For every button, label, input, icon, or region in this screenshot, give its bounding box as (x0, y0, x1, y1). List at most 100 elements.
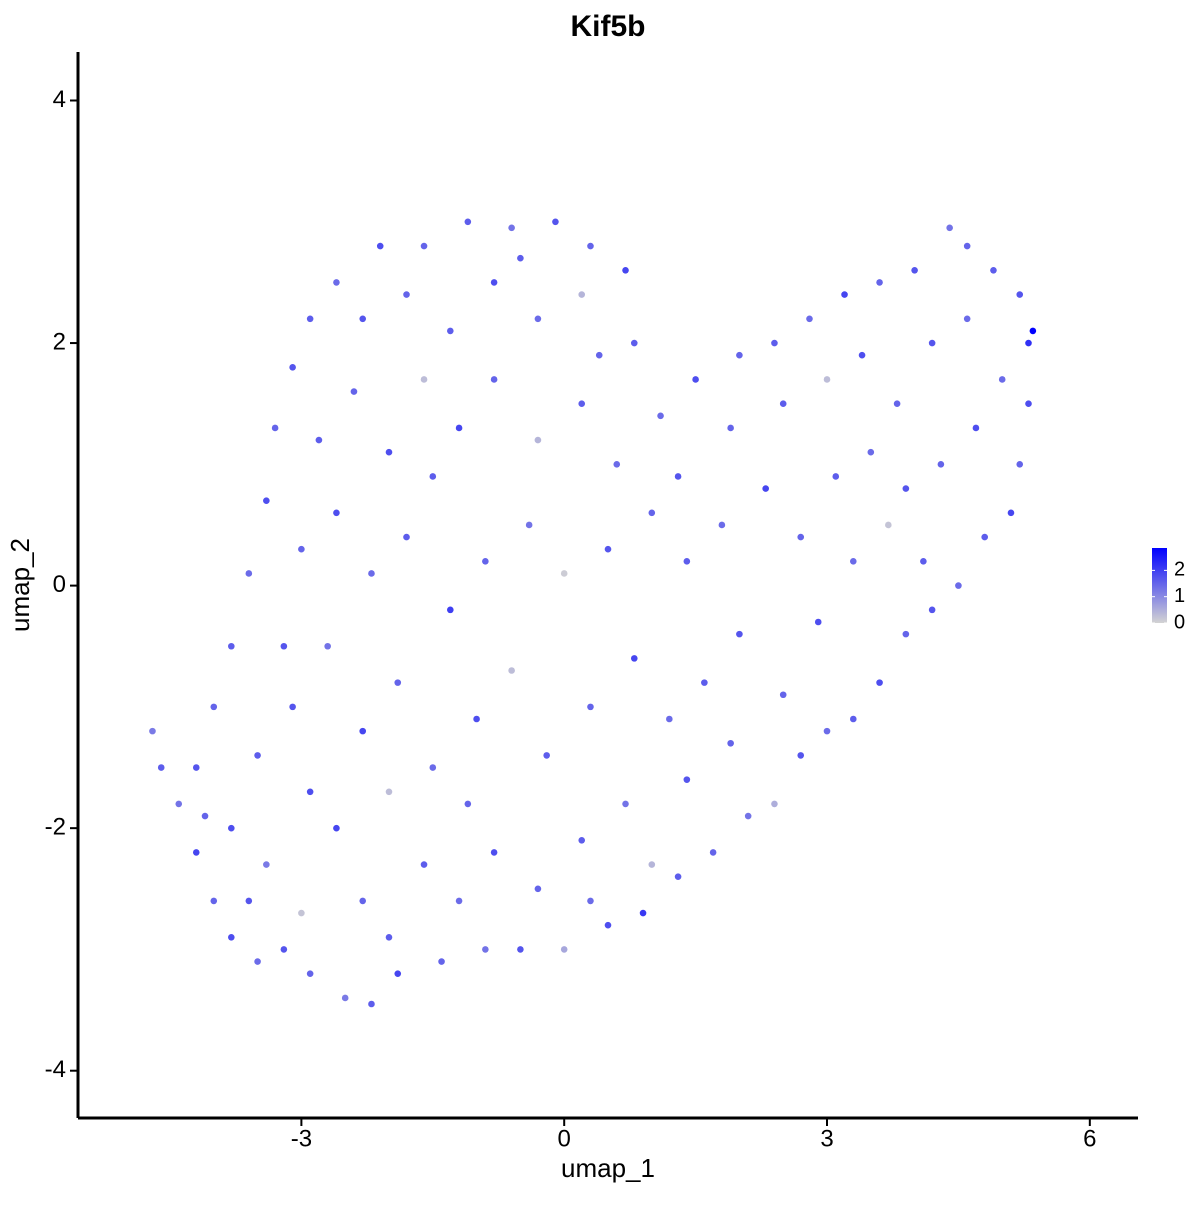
colorbar-tick-label: 0 (1174, 611, 1185, 633)
point (192, 849, 200, 856)
point (298, 909, 305, 917)
x-tick-label: 3 (820, 1125, 833, 1152)
point (517, 254, 524, 262)
point (727, 739, 734, 747)
y-tick-label: 2 (53, 328, 66, 355)
x-tick-label: -3 (291, 1125, 312, 1152)
point (622, 266, 629, 274)
point (823, 727, 831, 735)
point (464, 800, 472, 808)
point (998, 376, 1006, 383)
point (368, 570, 375, 577)
point (771, 800, 778, 808)
point (902, 630, 910, 638)
point (517, 946, 524, 953)
point (639, 909, 647, 917)
point (849, 558, 857, 565)
point (420, 376, 428, 383)
point (911, 266, 918, 274)
point (937, 461, 945, 468)
point (149, 727, 156, 735)
point (157, 764, 165, 771)
point (718, 521, 726, 529)
point (736, 351, 743, 359)
point (306, 315, 314, 323)
point (683, 558, 691, 565)
point (420, 861, 428, 868)
point (666, 715, 673, 723)
point (359, 727, 367, 735)
x-tick-label: 6 (1083, 1125, 1096, 1152)
point (779, 400, 787, 407)
point (333, 824, 340, 832)
point (779, 691, 787, 699)
point (893, 400, 901, 407)
point (482, 946, 489, 953)
point (1007, 509, 1015, 517)
point (902, 485, 910, 492)
point (578, 836, 586, 844)
point (630, 655, 638, 662)
x-axis-label: umap_1 (561, 1153, 655, 1183)
point (263, 497, 270, 505)
point (806, 315, 813, 323)
point (490, 376, 498, 383)
point (1029, 327, 1037, 335)
point (175, 800, 183, 808)
point (972, 424, 980, 432)
point (1016, 291, 1024, 298)
point (289, 703, 296, 711)
point (683, 776, 691, 783)
point (298, 545, 305, 553)
point (692, 376, 699, 383)
point (858, 351, 866, 359)
point (1016, 461, 1024, 468)
point (254, 958, 261, 965)
point (1025, 400, 1032, 407)
point (701, 679, 708, 686)
point (490, 279, 498, 286)
point (263, 861, 270, 868)
point (534, 436, 542, 444)
point (464, 218, 472, 226)
point (289, 364, 296, 371)
point (280, 642, 288, 650)
point (587, 242, 594, 250)
point (455, 897, 463, 905)
point (245, 897, 253, 905)
point (394, 679, 402, 686)
point (849, 715, 857, 723)
point (228, 934, 235, 941)
point (560, 946, 568, 953)
x-tick-label: 0 (558, 1125, 571, 1152)
point (324, 642, 331, 650)
point (368, 1000, 375, 1008)
point (587, 703, 594, 711)
point (560, 570, 568, 577)
point (245, 570, 253, 577)
point (228, 642, 235, 650)
point (604, 545, 612, 553)
point (376, 242, 384, 250)
point (403, 291, 410, 298)
point (613, 461, 621, 468)
point (254, 752, 261, 759)
point (482, 558, 489, 565)
point (622, 800, 629, 808)
point (578, 400, 586, 407)
point (762, 485, 769, 492)
y-tick-label: 4 (53, 86, 66, 113)
point (438, 958, 445, 965)
point (841, 291, 848, 298)
point (350, 388, 358, 395)
point (473, 715, 480, 723)
point (333, 509, 340, 517)
point (210, 703, 218, 711)
point (534, 885, 542, 893)
point (429, 473, 437, 480)
y-axis-label: umap_2 (5, 538, 35, 632)
point (341, 994, 349, 1002)
point (210, 897, 218, 905)
point (333, 279, 340, 286)
